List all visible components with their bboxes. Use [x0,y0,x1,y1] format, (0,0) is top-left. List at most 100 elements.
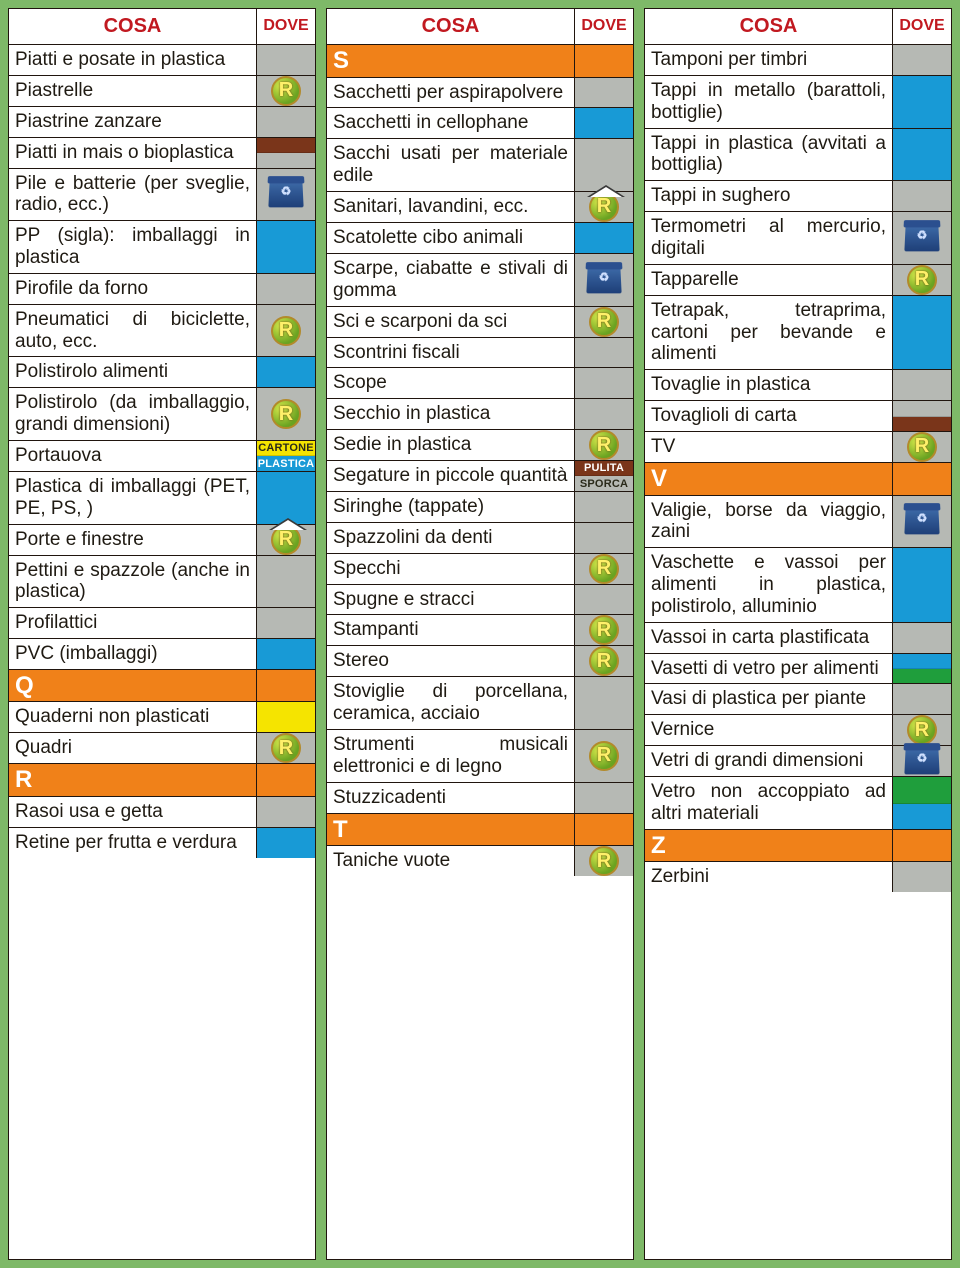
dove-swatch [893,777,951,803]
section-letter: V [645,463,893,495]
table-row: Scontrini fiscali [327,338,633,369]
table-row: Strumenti musicali elettronici e di legn… [327,730,633,783]
item-text: Valigie, borse da viaggio, zaini [645,496,893,548]
header-cosa: COSA [9,9,257,44]
item-text: Pneumatici di biciclette, auto, ecc. [9,305,257,357]
dove-swatch [893,370,951,400]
dove-swatch [893,212,951,264]
dove-swatch [575,492,633,522]
dove-cell [257,107,315,137]
table-row: StereoR [327,646,633,677]
dove-cell [257,45,315,75]
recycle-r-icon: R [589,741,619,771]
item-text: Sacchetti in cellophane [327,108,575,138]
table-row: R [9,764,315,797]
table-row: StampantiR [327,615,633,646]
dove-swatch: R [575,730,633,782]
item-text: Profilattici [9,608,257,638]
table-row: TapparelleR [645,265,951,296]
item-text: Polistirolo (da imballaggio, grandi dime… [9,388,257,440]
dove-label: PLASTICA [258,458,315,470]
dove-cell [257,138,315,168]
table-row: PiastrelleR [9,76,315,107]
item-text: Stoviglie di porcellana, ceramica, accia… [327,677,575,729]
dove-cell [575,677,633,729]
table-row: Taniche vuoteR [327,846,633,876]
dove-cell: R [257,76,315,106]
recycle-r-icon: R [589,646,619,676]
table-row: Termometri al mercurio, digitali [645,212,951,265]
section-letter: Q [9,670,257,702]
dove-swatch [893,129,951,181]
dove-cell [893,181,951,211]
dove-swatch [575,254,633,306]
dove-swatch [257,670,315,702]
table-row: SpecchiR [327,554,633,585]
dove-swatch [257,221,315,273]
table-row: Vetri di grandi dimensioni [645,746,951,777]
table-row: S [327,45,633,78]
dove-cell [257,639,315,669]
column-3: COSADOVETamponi per timbriTappi in metal… [644,8,952,1260]
item-text: Pirofile da forno [9,274,257,304]
recycle-r-icon: R [907,432,937,462]
dove-label: PULITA [584,462,624,474]
dove-cell [893,401,951,431]
table-row: Sacchetti in cellophane [327,108,633,139]
dove-cell [575,45,633,77]
table-row: Sanitari, lavandini, ecc.R [327,192,633,223]
item-text: Tappi in plastica (avvitati a bottiglia) [645,129,893,181]
dove-swatch [893,862,951,892]
dove-cell: PULITASPORCA [575,461,633,491]
dove-cell: R [893,715,951,745]
dove-swatch [893,463,951,495]
table-row: Piatti in mais o bioplastica [9,138,315,169]
item-text: Sacchi usati per materiale edile [327,139,575,191]
dove-swatch: R [575,846,633,876]
item-text: Plastica di imballaggi (PET, PE, PS, ) [9,472,257,524]
item-text: Sanitari, lavandini, ecc. [327,192,575,222]
dove-cell [575,399,633,429]
dove-cell [893,212,951,264]
dove-cell [257,472,315,524]
item-text: Strumenti musicali elettronici e di legn… [327,730,575,782]
section-letter: S [327,45,575,77]
header-dove: DOVE [257,9,315,44]
dove-swatch: R [575,307,633,337]
item-text: TV [645,432,893,462]
item-text: Vaschette e vassoi per alimenti in plast… [645,548,893,622]
dove-swatch [893,417,951,431]
table-row: Retine per frutta e verdura [9,828,315,858]
dove-cell [893,296,951,370]
item-text: Piastrine zanzare [9,107,257,137]
dove-cell: R [257,525,315,555]
dove-cell: R [257,305,315,357]
table-row: Pirofile da forno [9,274,315,305]
item-text: Tamponi per timbri [645,45,893,75]
dove-swatch [257,828,315,858]
header-cosa: COSA [645,9,893,44]
dove-cell: R [893,432,951,462]
dove-cell [257,764,315,796]
recycle-r-icon: R [271,399,301,429]
table-row: Scatolette cibo animali [327,223,633,254]
dove-cell [575,523,633,553]
header-dove: DOVE [893,9,951,44]
item-text: Siringhe (tappate) [327,492,575,522]
item-text: Vasetti di vetro per alimenti [645,654,893,684]
table-row: Q [9,670,315,703]
dove-cell [575,78,633,108]
recycle-home-icon: R [271,525,301,555]
table-row: Tappi in metallo (barattoli, bottiglie) [645,76,951,129]
item-text: Piastrelle [9,76,257,106]
dove-cell [575,139,633,191]
item-text: Tappi in metallo (barattoli, bottiglie) [645,76,893,128]
item-text: PP (sigla): imballaggi in plastica [9,221,257,273]
item-text: Rasoi usa e getta [9,797,257,827]
dove-swatch [893,401,951,416]
dove-swatch: R [257,388,315,440]
table-row: Piatti e posate in plastica [9,45,315,76]
dove-swatch: R [893,432,951,462]
table-row: Siringhe (tappate) [327,492,633,523]
table-row: PP (sigla): imballaggi in plastica [9,221,315,274]
